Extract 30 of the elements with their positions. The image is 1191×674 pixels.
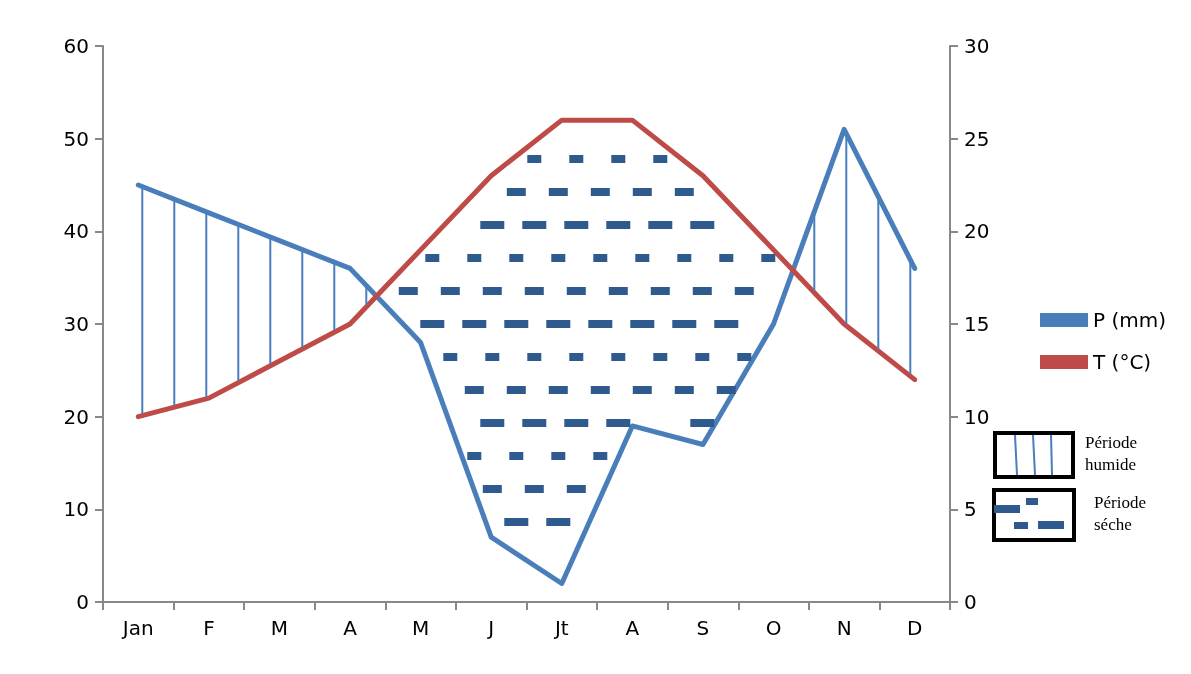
y-tick-label: 10 <box>63 497 89 522</box>
y-tick-label: 40 <box>63 219 89 244</box>
x-tick-label: O <box>765 616 782 640</box>
x-tick-label: A <box>625 616 640 640</box>
text: Période humide <box>1085 433 1137 474</box>
y2-tick-label: 25 <box>964 126 990 151</box>
y2-tick-label: 30 <box>964 34 990 58</box>
x-tick-label: J <box>486 616 495 640</box>
x-tick-label: M <box>270 616 289 640</box>
y-tick-label: 0 <box>76 590 89 614</box>
y2-tick-label: 10 <box>964 404 990 429</box>
y-tick-label: 20 <box>63 404 89 429</box>
legend-label: P (mm) <box>1093 308 1166 332</box>
y2-tick-label: 15 <box>964 312 990 336</box>
y2-tick-label: 0 <box>964 590 977 614</box>
x-tick-label: N <box>836 616 852 640</box>
text: Période séche <box>1094 493 1146 534</box>
y-tick-label: 30 <box>63 312 89 336</box>
x-tick-label: Jan <box>120 616 154 640</box>
y2-tick-label: 5 <box>964 497 977 522</box>
x-tick-label: D <box>907 616 923 640</box>
x-tick-label: A <box>343 616 358 640</box>
y2-tick-label: 20 <box>964 219 990 244</box>
x-tick-label: S <box>696 616 710 640</box>
x-tick-label: Jt <box>552 616 569 640</box>
x-tick-label: M <box>411 616 430 640</box>
x-tick-label: F <box>203 616 215 640</box>
legend-label: T (°C) <box>1092 350 1152 374</box>
y-tick-label: 60 <box>63 34 89 58</box>
y-tick-label: 50 <box>63 126 89 151</box>
